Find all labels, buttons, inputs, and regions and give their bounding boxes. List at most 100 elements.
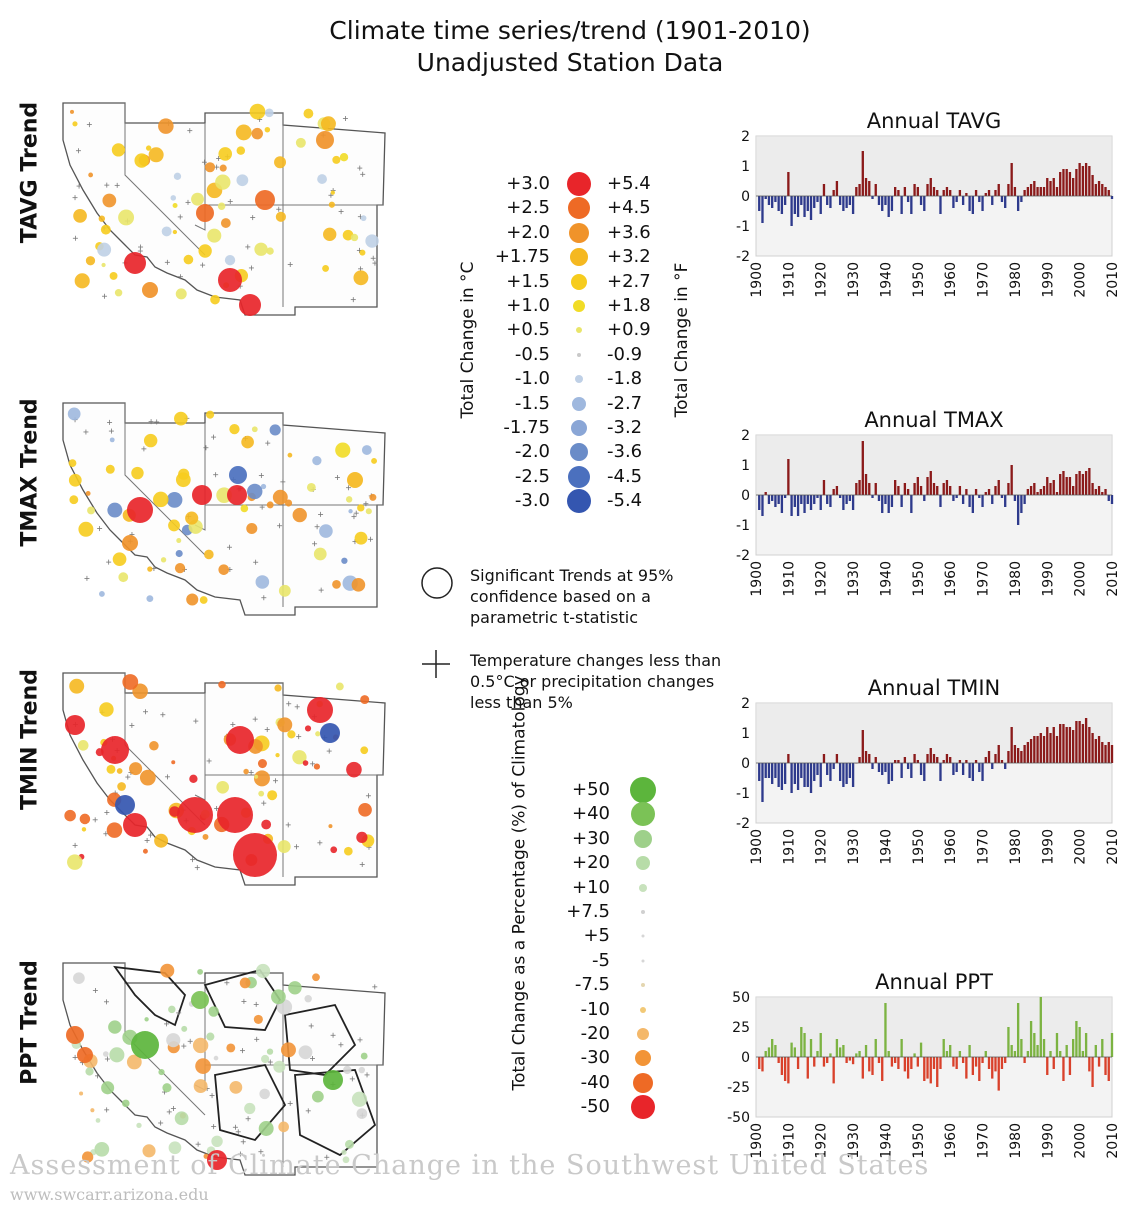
station-trend-marker bbox=[251, 426, 258, 433]
tmax-trend-map bbox=[62, 402, 386, 616]
annual-bar bbox=[771, 763, 774, 784]
small-change-marker bbox=[185, 199, 191, 205]
small-change-marker bbox=[359, 861, 365, 867]
small-change-marker bbox=[245, 244, 251, 250]
annual-bar bbox=[1036, 492, 1039, 495]
station-trend-marker bbox=[341, 1149, 347, 1155]
annual-bar bbox=[871, 196, 874, 199]
station-trend-marker bbox=[134, 153, 149, 168]
annual-bar bbox=[978, 196, 981, 202]
annual-bar bbox=[816, 196, 819, 202]
small-change-marker bbox=[287, 261, 293, 267]
annual-bar bbox=[887, 1051, 890, 1057]
annual-bar bbox=[783, 495, 787, 498]
station-trend-marker bbox=[345, 1139, 354, 1149]
annual-bar bbox=[848, 196, 852, 205]
annual-bar bbox=[761, 196, 764, 223]
annual-bar bbox=[961, 763, 965, 775]
station-trend-marker bbox=[127, 497, 153, 523]
annual-bar bbox=[994, 190, 997, 196]
station-trend-marker bbox=[177, 797, 213, 833]
x-tick-label: 2010 bbox=[1105, 262, 1121, 298]
chart-plot-shading bbox=[756, 997, 1112, 1057]
annual-bar bbox=[845, 495, 848, 504]
annual-bar bbox=[1016, 748, 1020, 763]
annual-bar bbox=[1042, 187, 1046, 196]
annual-bar bbox=[1052, 178, 1055, 196]
annual-bar bbox=[790, 763, 793, 793]
small-change-marker bbox=[248, 769, 254, 775]
annual-bar bbox=[861, 441, 864, 495]
annual-bar bbox=[1059, 172, 1062, 196]
legend-swatch bbox=[639, 883, 647, 892]
annual-bar bbox=[1107, 495, 1110, 501]
station-trend-marker bbox=[339, 152, 349, 162]
small-change-marker bbox=[370, 255, 376, 261]
annual-bar bbox=[1036, 187, 1039, 196]
station-trend-marker bbox=[320, 116, 336, 132]
annual-bar bbox=[952, 1057, 955, 1067]
legend-fahrenheit-value: -5.4 bbox=[607, 490, 643, 512]
station-trend-marker bbox=[192, 1037, 209, 1054]
annual-bar bbox=[813, 763, 816, 781]
annual-bar bbox=[767, 196, 771, 205]
small-change-marker bbox=[148, 832, 154, 838]
annual-bar bbox=[952, 763, 955, 775]
annual-bar bbox=[971, 1057, 975, 1075]
annual-bar bbox=[1007, 1027, 1010, 1057]
legend-axis-fahrenheit: Total Change in °F bbox=[672, 262, 692, 418]
annual-bar bbox=[1097, 1057, 1101, 1067]
station-trend-marker bbox=[229, 466, 247, 484]
small-change-marker bbox=[357, 165, 363, 171]
annual-bar bbox=[949, 757, 952, 763]
legend-celsius-value: -1.0 bbox=[514, 368, 550, 390]
station-trend-marker bbox=[369, 493, 377, 501]
annual-bar bbox=[919, 196, 923, 205]
annual-bar bbox=[1029, 184, 1033, 196]
legend-celsius-value: -3.0 bbox=[514, 490, 550, 512]
small-change-marker bbox=[252, 716, 258, 722]
annual-bar bbox=[1071, 178, 1075, 196]
annual-bar bbox=[819, 1033, 822, 1057]
legend-percent-value: +40 bbox=[572, 803, 610, 825]
y-tick-label: 0 bbox=[741, 189, 750, 205]
station-trend-marker bbox=[126, 1054, 142, 1070]
annual-bar bbox=[774, 763, 777, 778]
annual-bar bbox=[842, 1045, 845, 1057]
small-change-marker bbox=[137, 248, 143, 254]
annual-bar bbox=[913, 184, 916, 196]
x-tick-label: 1980 bbox=[1008, 561, 1024, 597]
annual-bar bbox=[881, 196, 884, 211]
legend-celsius-value: +2.0 bbox=[506, 221, 550, 243]
annual-bar bbox=[913, 754, 916, 763]
station-trend-marker bbox=[122, 674, 139, 690]
annual-bar bbox=[1046, 727, 1049, 763]
station-trend-marker bbox=[124, 252, 146, 274]
annual-bar bbox=[1029, 739, 1033, 763]
small-change-marker bbox=[166, 1109, 172, 1115]
station-trend-marker bbox=[95, 1118, 101, 1123]
y-tick-label: 0 bbox=[741, 488, 750, 504]
station-trend-marker bbox=[312, 973, 320, 982]
annual-bar bbox=[916, 1057, 919, 1067]
annual-bar bbox=[1042, 1039, 1046, 1057]
annual-bar bbox=[1023, 1057, 1026, 1063]
annual-bar bbox=[1013, 187, 1017, 196]
figure-title-line2: Unadjusted Station Data bbox=[416, 48, 724, 77]
small-change-marker bbox=[107, 419, 113, 425]
annual-bar bbox=[1004, 495, 1007, 507]
station-trend-marker bbox=[68, 459, 77, 468]
small-change-marker bbox=[200, 262, 206, 268]
annual-bar bbox=[874, 184, 877, 196]
station-trend-marker bbox=[365, 508, 372, 515]
annual-bar bbox=[1007, 483, 1010, 495]
x-tick-label: 1990 bbox=[1040, 262, 1056, 298]
station-trend-marker bbox=[220, 218, 231, 228]
station-trend-marker bbox=[266, 247, 274, 255]
legend-percent-value: -7.5 bbox=[574, 974, 610, 996]
station-trend-marker bbox=[274, 684, 282, 692]
annual-bar bbox=[871, 495, 874, 498]
annual-bar bbox=[832, 763, 835, 769]
annual-bar bbox=[893, 1057, 897, 1063]
